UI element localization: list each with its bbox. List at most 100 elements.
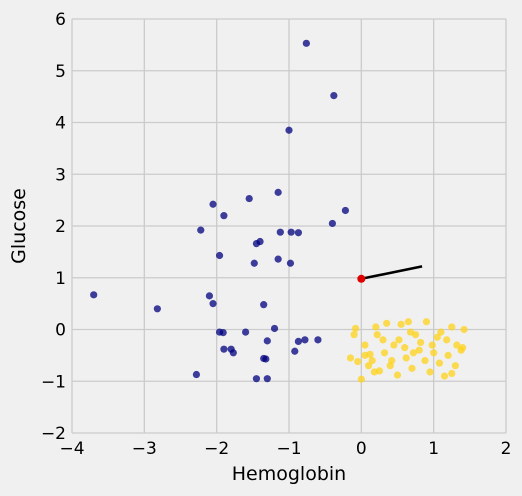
highlighted-point — [357, 274, 366, 283]
y-tick-label: 5 — [55, 62, 66, 82]
y-axis-label: Glucose — [8, 188, 30, 264]
annotations — [357, 265, 423, 283]
data-point — [286, 259, 295, 267]
data-point — [435, 359, 444, 367]
data-point — [220, 345, 228, 353]
data-point — [328, 219, 336, 228]
data-point — [301, 336, 309, 344]
data-point — [368, 356, 376, 365]
x-tick-label: −1 — [276, 439, 301, 459]
data-point — [215, 251, 224, 260]
data-point — [252, 375, 261, 383]
data-point — [437, 328, 445, 336]
data-point — [346, 354, 355, 362]
data-point — [209, 300, 217, 308]
data-point — [294, 229, 303, 237]
data-point — [453, 341, 461, 349]
data-point — [153, 305, 161, 313]
data-point — [302, 39, 310, 47]
data-point — [242, 328, 250, 336]
data-point — [395, 336, 403, 344]
data-point — [409, 349, 418, 357]
data-point — [448, 369, 456, 378]
data-point — [361, 341, 369, 349]
data-point — [390, 341, 398, 349]
data-point — [415, 346, 423, 354]
y-tick-label: −1 — [41, 372, 66, 392]
data-point — [192, 370, 201, 379]
data-point — [351, 324, 360, 333]
grid — [71, 18, 507, 434]
data-point — [294, 337, 303, 346]
data-point — [341, 206, 350, 215]
x-tick-label: 2 — [501, 439, 512, 459]
data-point — [285, 126, 293, 134]
data-point — [380, 349, 389, 357]
data-point — [229, 349, 237, 357]
y-tick-label: 4 — [55, 114, 66, 134]
data-point — [260, 301, 268, 309]
y-tick-label: 2 — [55, 217, 66, 237]
x-tick-label: −4 — [59, 439, 84, 459]
data-point — [383, 319, 391, 327]
data-point — [408, 364, 416, 372]
data-point — [291, 347, 299, 355]
y-tick-label: 6 — [55, 10, 66, 30]
data-point — [397, 320, 405, 328]
data-point — [421, 356, 429, 365]
data-point — [402, 354, 410, 362]
data-point — [276, 228, 284, 236]
data-point — [357, 375, 365, 383]
data-point — [393, 371, 402, 379]
data-point — [263, 337, 271, 345]
data-point — [90, 291, 98, 299]
data-point — [451, 362, 459, 370]
x-tick-label: −3 — [132, 439, 157, 459]
data-point — [430, 349, 438, 357]
data-point — [220, 212, 228, 220]
data-point — [417, 338, 425, 347]
data-point — [209, 200, 217, 208]
y-tick-label: 0 — [55, 321, 66, 341]
data-point — [433, 333, 441, 341]
y-tick-labels: −2 −1 0 1 2 3 4 5 6 — [41, 10, 66, 444]
data-point — [426, 368, 434, 376]
nearest-neighbor-segment — [361, 265, 423, 281]
data-point — [448, 323, 456, 331]
data-point — [252, 239, 261, 248]
y-tick-label: 1 — [55, 269, 66, 289]
data-point — [440, 372, 449, 380]
data-point — [274, 188, 282, 196]
data-point — [443, 336, 451, 344]
data-point — [270, 324, 279, 333]
data-points — [90, 39, 468, 383]
data-point — [411, 331, 420, 339]
data-point — [354, 357, 362, 366]
x-tick-label: 0 — [356, 439, 367, 459]
data-point — [444, 351, 452, 359]
data-point — [379, 336, 387, 344]
data-point — [219, 329, 227, 337]
data-point — [197, 226, 205, 234]
data-point — [314, 336, 322, 344]
data-point — [422, 318, 431, 326]
data-point — [263, 375, 271, 383]
data-point — [428, 341, 436, 349]
data-point — [401, 344, 409, 352]
data-point — [205, 292, 214, 300]
data-point — [373, 331, 381, 339]
y-tick-label: 3 — [55, 165, 66, 185]
data-point — [366, 350, 374, 358]
data-point — [388, 356, 396, 365]
data-point — [330, 91, 338, 100]
data-point — [364, 362, 373, 370]
x-tick-label: −2 — [204, 439, 229, 459]
x-axis-label: Hemoglobin — [232, 463, 346, 485]
data-point — [404, 318, 412, 326]
x-tick-label: 1 — [428, 439, 439, 459]
data-point — [287, 228, 295, 236]
data-point — [262, 355, 270, 363]
data-point — [370, 368, 378, 376]
data-point — [459, 344, 467, 352]
x-tick-labels: −4 −3 −2 −1 0 1 2 — [59, 439, 511, 459]
